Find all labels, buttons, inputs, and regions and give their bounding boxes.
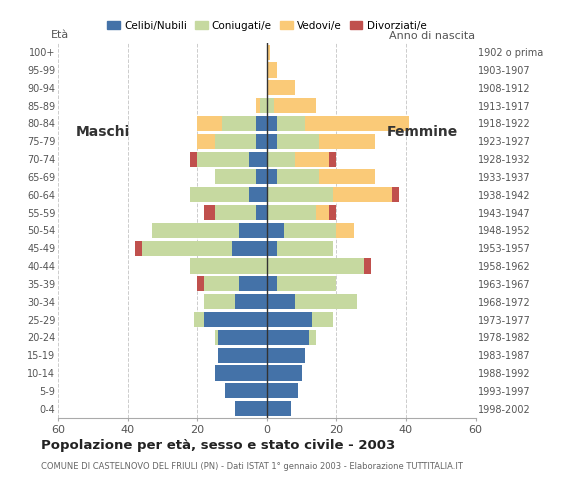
Bar [267, 187, 333, 203]
Bar [284, 223, 336, 238]
Bar [256, 134, 267, 149]
Bar [267, 152, 295, 167]
Bar [277, 116, 305, 131]
Bar [256, 116, 267, 131]
Bar [197, 152, 249, 167]
Text: Età: Età [51, 30, 69, 40]
Bar [267, 312, 312, 327]
Bar [267, 258, 364, 274]
Bar [336, 223, 354, 238]
Bar [222, 116, 256, 131]
Bar [277, 134, 319, 149]
Bar [142, 240, 232, 256]
Bar [364, 258, 371, 274]
Bar [333, 187, 392, 203]
Bar [204, 205, 215, 220]
Bar [152, 223, 239, 238]
Bar [316, 205, 329, 220]
Bar [194, 312, 204, 327]
Bar [267, 240, 277, 256]
Bar [218, 348, 267, 363]
Bar [215, 134, 256, 149]
Bar [256, 98, 260, 113]
Bar [204, 294, 235, 309]
Bar [204, 276, 239, 291]
Bar [319, 169, 375, 184]
Bar [267, 330, 309, 345]
Bar [215, 365, 267, 381]
Bar [190, 152, 197, 167]
Bar [256, 205, 267, 220]
Bar [277, 276, 336, 291]
Bar [392, 187, 399, 203]
Text: Anno di nascita: Anno di nascita [390, 31, 476, 41]
Bar [267, 401, 291, 416]
Bar [267, 134, 277, 149]
Bar [267, 294, 295, 309]
Bar [197, 134, 215, 149]
Bar [267, 383, 298, 398]
Text: Femmine: Femmine [387, 125, 458, 139]
Bar [329, 152, 336, 167]
Bar [239, 276, 267, 291]
Bar [232, 240, 267, 256]
Bar [190, 258, 267, 274]
Bar [190, 187, 249, 203]
Bar [135, 240, 142, 256]
Bar [329, 205, 336, 220]
Bar [235, 401, 267, 416]
Bar [267, 348, 305, 363]
Bar [267, 45, 270, 60]
Bar [197, 116, 222, 131]
Bar [249, 187, 267, 203]
Bar [197, 276, 204, 291]
Bar [267, 98, 274, 113]
Bar [305, 116, 409, 131]
Bar [319, 134, 375, 149]
Bar [267, 116, 277, 131]
Bar [249, 152, 267, 167]
Bar [267, 223, 284, 238]
Bar [274, 98, 316, 113]
Bar [256, 169, 267, 184]
Bar [312, 312, 333, 327]
Bar [215, 330, 218, 345]
Bar [260, 98, 267, 113]
Bar [218, 330, 267, 345]
Bar [267, 169, 277, 184]
Text: Maschi: Maschi [75, 125, 130, 139]
Bar [267, 205, 316, 220]
Bar [267, 80, 295, 96]
Bar [267, 365, 302, 381]
Bar [295, 152, 329, 167]
Bar [215, 205, 256, 220]
Bar [277, 169, 319, 184]
Bar [239, 223, 267, 238]
Text: Popolazione per età, sesso e stato civile - 2003: Popolazione per età, sesso e stato civil… [41, 439, 395, 452]
Bar [225, 383, 267, 398]
Bar [277, 240, 333, 256]
Text: COMUNE DI CASTELNOVO DEL FRIULI (PN) - Dati ISTAT 1° gennaio 2003 - Elaborazione: COMUNE DI CASTELNOVO DEL FRIULI (PN) - D… [41, 462, 462, 471]
Bar [267, 276, 277, 291]
Bar [235, 294, 267, 309]
Bar [215, 169, 256, 184]
Bar [309, 330, 316, 345]
Bar [267, 62, 277, 78]
Bar [295, 294, 357, 309]
Legend: Celibi/Nubili, Coniugati/e, Vedovi/e, Divorziati/e: Celibi/Nubili, Coniugati/e, Vedovi/e, Di… [103, 17, 430, 35]
Bar [204, 312, 267, 327]
